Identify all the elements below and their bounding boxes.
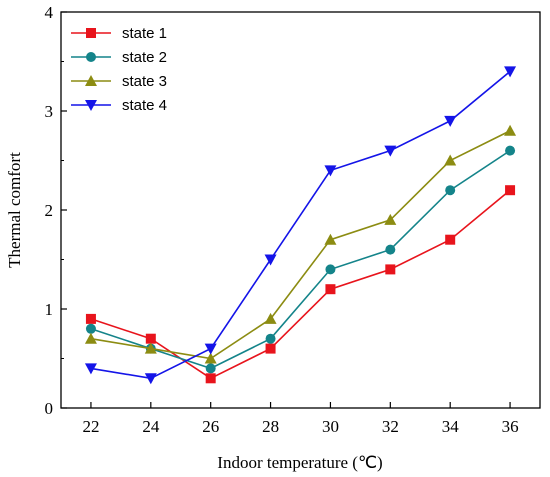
- data-point: [324, 165, 337, 177]
- data-point: [444, 115, 457, 127]
- legend-item: state 1: [71, 25, 167, 42]
- data-point: [504, 124, 517, 136]
- series-line: [90, 130, 511, 360]
- y-tick-label: 4: [45, 3, 54, 22]
- data-point: [85, 313, 96, 324]
- x-tick-label: 34: [442, 417, 460, 436]
- data-point: [144, 342, 157, 354]
- data-point: [324, 233, 337, 245]
- legend: state 1 state 2 state 3 state 4: [71, 25, 167, 114]
- y-tick-label: 1: [45, 300, 54, 319]
- legend-label: state 2: [122, 49, 167, 66]
- x-tick-label: 24: [142, 417, 160, 436]
- y-tick-label: 0: [45, 399, 54, 418]
- legend-item: state 3: [71, 73, 167, 90]
- series-3: [84, 124, 517, 364]
- data-point: [205, 373, 216, 384]
- y-axis-title: Thermal comfort: [5, 152, 24, 268]
- data-point: [385, 244, 396, 255]
- y-tick-label: 2: [45, 201, 54, 220]
- legend-label: state 4: [122, 97, 167, 114]
- data-point: [84, 363, 97, 375]
- legend-item: state 2: [71, 49, 167, 66]
- legend-marker: [85, 75, 97, 86]
- data-point: [85, 323, 96, 334]
- x-tick-label: 36: [502, 417, 519, 436]
- legend-marker: [86, 28, 96, 38]
- data-point: [144, 373, 157, 385]
- x-tick-label: 32: [382, 417, 399, 436]
- data-point: [204, 343, 217, 355]
- legend-label: state 1: [122, 25, 167, 42]
- legend-marker: [85, 100, 97, 111]
- series-line: [90, 149, 511, 370]
- x-tick-label: 28: [262, 417, 279, 436]
- series-layer: [84, 66, 517, 385]
- series-4: [84, 66, 517, 385]
- legend-item: state 4: [71, 97, 167, 114]
- plot-frame: [60, 11, 541, 409]
- x-tick-label: 26: [202, 417, 219, 436]
- data-point: [444, 154, 457, 166]
- data-point: [265, 343, 276, 354]
- x-axis-title: Indoor temperature (℃): [217, 453, 382, 472]
- data-point: [204, 352, 217, 364]
- data-point: [384, 145, 397, 157]
- data-point: [505, 185, 516, 196]
- data-point: [264, 254, 277, 266]
- data-point: [84, 332, 97, 344]
- x-tick-label: 22: [82, 417, 99, 436]
- data-point: [445, 185, 456, 196]
- data-point: [384, 213, 397, 225]
- data-point: [325, 264, 336, 275]
- data-point: [445, 234, 456, 245]
- data-point: [265, 333, 276, 344]
- data-point: [145, 333, 156, 344]
- data-point: [264, 312, 277, 324]
- data-point: [205, 363, 216, 374]
- data-point: [504, 66, 517, 78]
- data-point: [385, 264, 396, 275]
- series-line: [90, 189, 511, 380]
- y-tick-label: 3: [45, 102, 54, 121]
- data-point: [505, 145, 516, 156]
- series-1: [85, 185, 516, 384]
- x-tick-label: 30: [322, 417, 339, 436]
- legend-marker: [86, 52, 96, 62]
- series-line: [90, 70, 511, 380]
- data-point: [325, 284, 336, 295]
- legend-label: state 3: [122, 73, 167, 90]
